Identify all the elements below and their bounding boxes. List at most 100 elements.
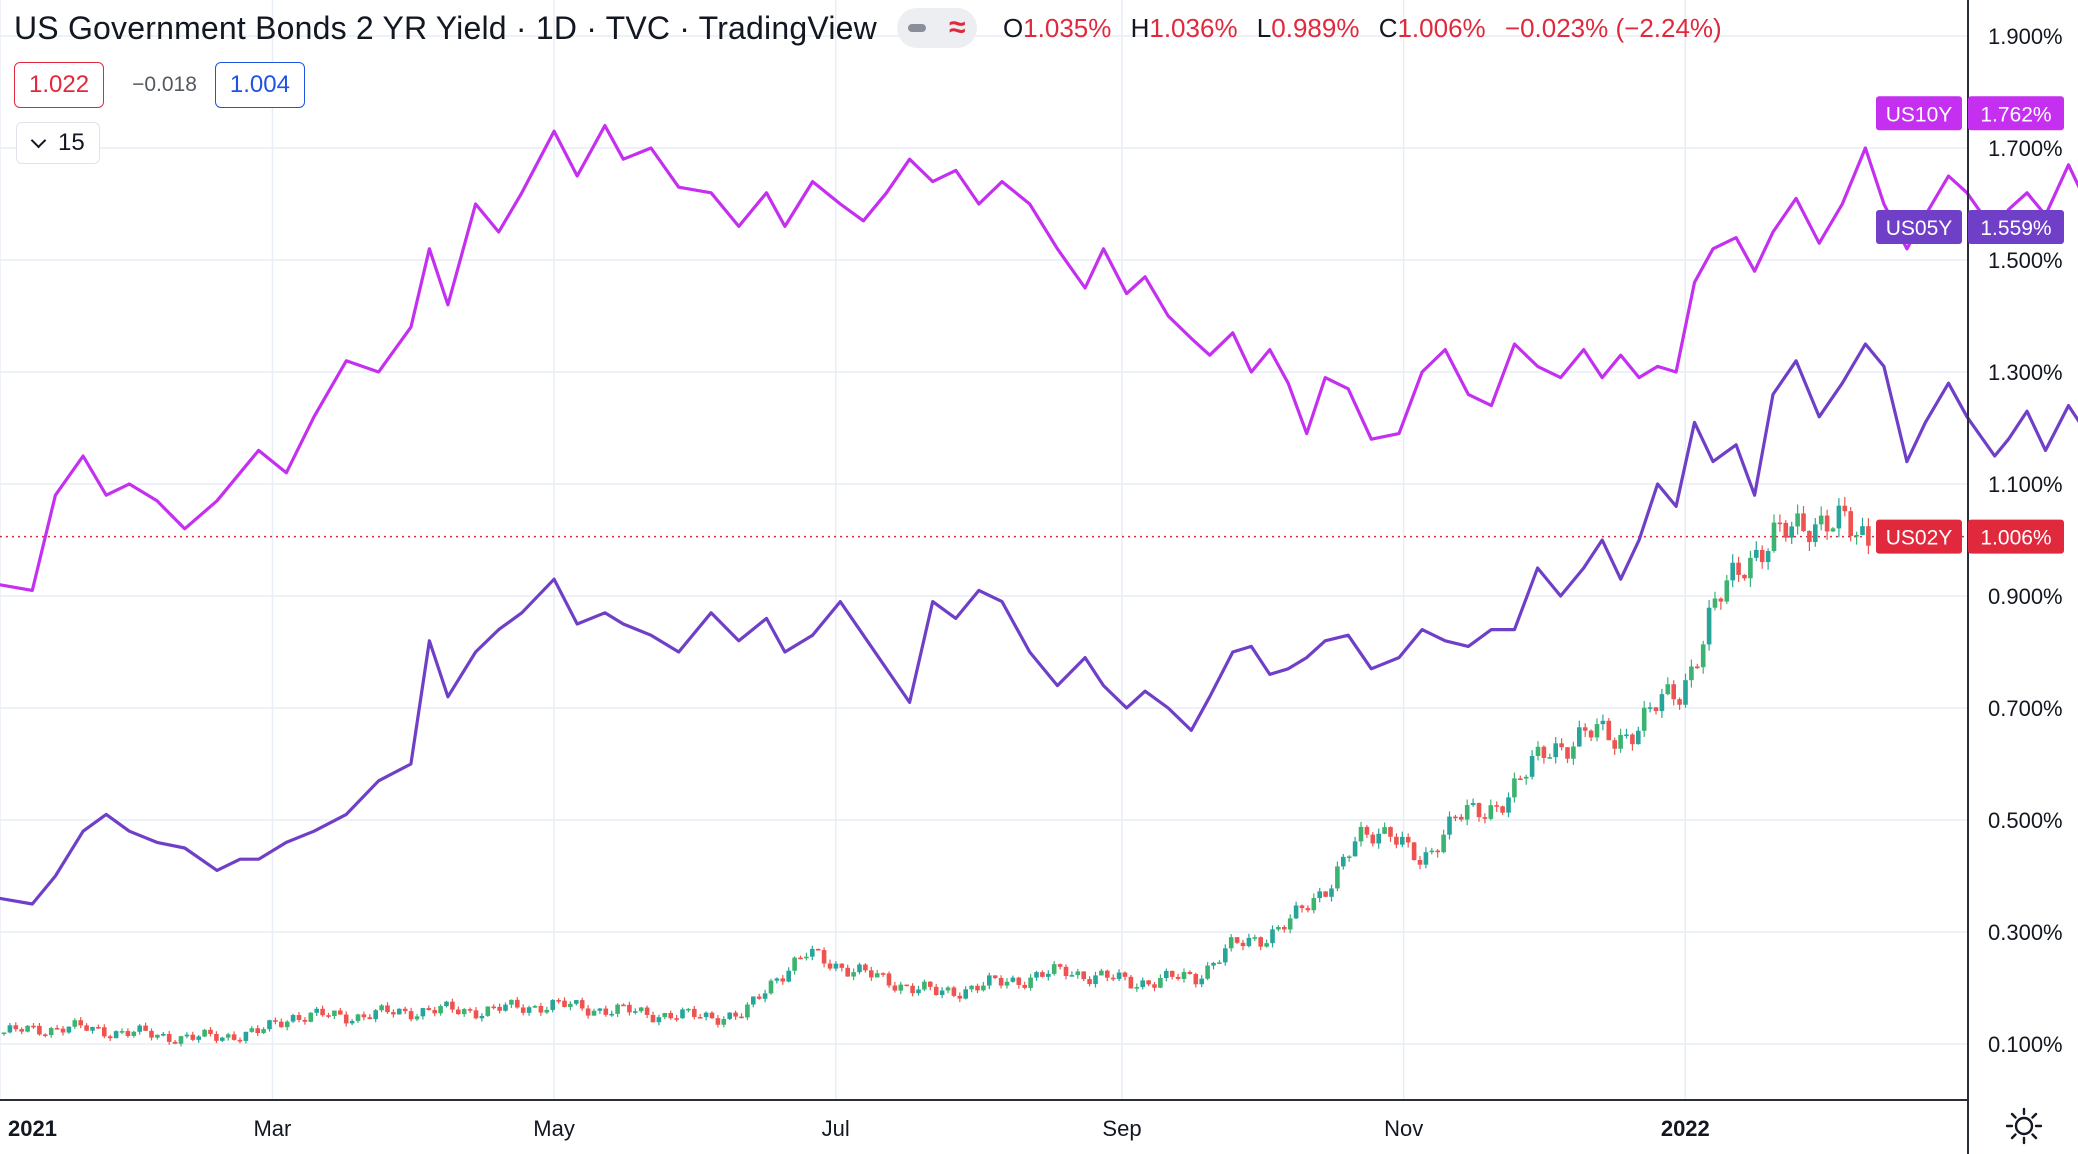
candle-body bbox=[456, 1009, 461, 1015]
candle-body bbox=[627, 1004, 632, 1013]
candle-body bbox=[13, 1025, 19, 1030]
candle-body bbox=[556, 1000, 561, 1002]
candle-body bbox=[25, 1025, 30, 1032]
candle-body bbox=[125, 1031, 131, 1036]
candle-body bbox=[810, 948, 815, 957]
bid-ask-panel: 1.022 −0.018 1.004 bbox=[14, 62, 305, 108]
candle-body bbox=[1240, 942, 1246, 947]
open-value: 1.035% bbox=[1023, 12, 1112, 43]
candle-body bbox=[715, 1018, 721, 1025]
candle-body bbox=[538, 1006, 544, 1013]
candle-body bbox=[119, 1031, 125, 1033]
candle-body bbox=[550, 1000, 555, 1010]
candle-body bbox=[1394, 836, 1399, 845]
ask-button[interactable]: 1.004 bbox=[214, 62, 305, 108]
candle-body bbox=[869, 970, 874, 978]
candle-body bbox=[1022, 984, 1027, 988]
series-name-tag bbox=[1876, 209, 1962, 244]
candle-body bbox=[845, 967, 850, 977]
candle-body bbox=[515, 999, 520, 1008]
close-value: 1.006% bbox=[1397, 12, 1486, 43]
symbol-title[interactable]: US Government Bonds 2 YR Yield · 1D · TV… bbox=[14, 9, 877, 46]
candle-body bbox=[243, 1031, 249, 1041]
candle-body bbox=[532, 1006, 538, 1008]
candle-body bbox=[84, 1025, 89, 1031]
spread-value: −0.018 bbox=[132, 73, 197, 96]
series-value-tag bbox=[1968, 519, 2064, 554]
candle-body bbox=[939, 990, 945, 996]
candle-body bbox=[957, 995, 963, 999]
candle-body bbox=[1512, 778, 1517, 798]
candle-body bbox=[745, 1004, 750, 1018]
candle-body bbox=[1010, 977, 1016, 982]
candle-body bbox=[762, 993, 768, 999]
candle-body bbox=[981, 985, 986, 991]
candle-body bbox=[922, 981, 927, 990]
candle-body bbox=[945, 987, 951, 991]
y-tick-label: 1.100% bbox=[1988, 472, 2063, 497]
candle-body bbox=[674, 1018, 679, 1020]
approx-icon[interactable]: ≈ bbox=[949, 11, 966, 44]
candle-body bbox=[1081, 971, 1086, 980]
candle-body bbox=[1352, 841, 1358, 857]
indicator-pill[interactable]: ≈ bbox=[896, 8, 977, 48]
x-tick-label: May bbox=[533, 1116, 575, 1141]
time-scale[interactable]: 2021 Mar May Jul Sep Nov 2022 bbox=[8, 1116, 1710, 1141]
candle-body bbox=[1152, 984, 1157, 988]
candle-body bbox=[621, 1004, 626, 1007]
candle-body bbox=[1789, 526, 1794, 538]
candle-body bbox=[1140, 980, 1145, 988]
candle-body bbox=[1447, 816, 1452, 835]
candle-body bbox=[1405, 836, 1411, 843]
us10y-line bbox=[0, 124, 2078, 592]
interval-dropdown[interactable]: 15 bbox=[16, 122, 100, 164]
candle-body bbox=[910, 985, 915, 994]
candle-body bbox=[739, 1016, 744, 1019]
series-name-tag bbox=[1876, 519, 1962, 554]
x-tick-label: Mar bbox=[253, 1116, 291, 1141]
candle-body bbox=[1860, 526, 1865, 535]
series-name-text: US10Y bbox=[1886, 103, 1953, 126]
candle-body bbox=[261, 1029, 266, 1034]
candle-body bbox=[1659, 694, 1665, 712]
high-label: H bbox=[1130, 12, 1150, 43]
candle-body bbox=[414, 1016, 420, 1020]
candle-body bbox=[1641, 707, 1647, 731]
candle-body bbox=[1364, 826, 1370, 835]
candle-body bbox=[1706, 607, 1712, 645]
candle-body bbox=[1199, 978, 1204, 985]
candle-body bbox=[1848, 511, 1853, 536]
candle-body bbox=[284, 1021, 290, 1028]
candle-body bbox=[933, 986, 939, 996]
candle-body bbox=[60, 1028, 66, 1033]
low-label: L bbox=[1256, 12, 1272, 43]
series-name-text: US05Y bbox=[1886, 217, 1953, 240]
candle-body bbox=[886, 973, 892, 986]
x-tick-label: Nov bbox=[1384, 1116, 1423, 1141]
candle-body bbox=[1712, 598, 1718, 608]
candle-body bbox=[1765, 551, 1771, 563]
candle-body bbox=[1441, 834, 1446, 853]
candle-body bbox=[461, 1009, 467, 1015]
candle-body bbox=[916, 989, 921, 994]
candle-body bbox=[66, 1026, 72, 1033]
x-tick-label: 2022 bbox=[1661, 1116, 1710, 1141]
candle-body bbox=[1016, 977, 1022, 985]
y-tick-label: 1.700% bbox=[1988, 136, 2063, 161]
candle-body bbox=[1158, 978, 1163, 988]
candle-body bbox=[314, 1008, 319, 1013]
candle-body bbox=[54, 1028, 60, 1030]
candle-body bbox=[1718, 598, 1724, 602]
price-scale[interactable]: 0.100% 0.300% 0.500% 0.700% 0.900% 1.100% 1.30… bbox=[1988, 24, 2063, 1057]
dash-pill-icon[interactable] bbox=[908, 24, 927, 32]
sun-gear-icon[interactable] bbox=[2004, 1106, 2044, 1146]
candle-body bbox=[1376, 833, 1381, 844]
candle-body bbox=[1771, 522, 1777, 552]
us05y-line bbox=[0, 342, 2078, 906]
candle-body bbox=[880, 973, 886, 975]
candle-body bbox=[479, 1015, 485, 1019]
bid-button[interactable]: 1.022 bbox=[14, 62, 105, 108]
candle-body bbox=[1217, 962, 1222, 964]
candle-body bbox=[96, 1026, 101, 1029]
